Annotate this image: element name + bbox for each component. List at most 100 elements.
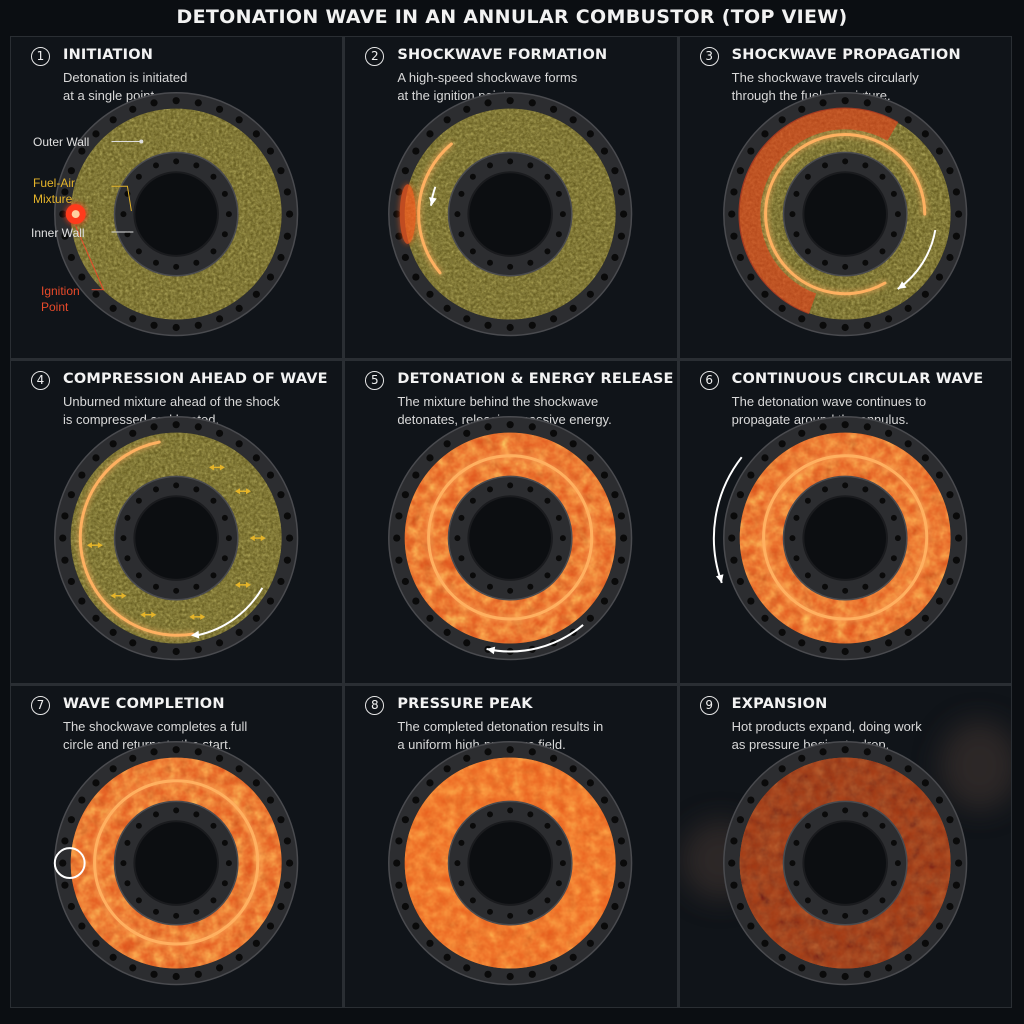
outer-bolt xyxy=(921,615,929,623)
outer-bolt xyxy=(78,922,86,930)
outer-bolt xyxy=(150,99,158,107)
inner-bolt xyxy=(210,572,217,579)
panel-title: SHOCKWAVE PROPAGATION xyxy=(731,47,961,63)
description-line: Hot products expand, doing work xyxy=(731,718,922,734)
compression-arrow-head xyxy=(97,542,103,549)
outer-bolt xyxy=(730,188,738,196)
outer-bolt xyxy=(904,304,912,312)
inner-bolt xyxy=(793,879,800,886)
direction-arrow xyxy=(486,624,585,653)
inner-bolt xyxy=(793,839,800,846)
outer-bolt xyxy=(150,970,158,978)
panel-compression: 4 COMPRESSION AHEAD OF WAVE Unburned mix… xyxy=(11,361,343,683)
compression-arrow-head xyxy=(245,488,251,495)
arrow-head xyxy=(190,631,200,639)
arrow-head xyxy=(715,574,724,584)
outer-bolt xyxy=(150,423,158,431)
outer-bolt xyxy=(61,881,69,889)
outer-bolt xyxy=(819,423,827,431)
description-line: Unburned mixture ahead of the shock xyxy=(63,394,280,410)
outer-bolt xyxy=(252,615,260,623)
description-line: at a single point. xyxy=(63,88,158,103)
outer-bolt xyxy=(286,859,294,867)
step-number-badge: 4 xyxy=(31,371,50,391)
outer-bolt xyxy=(797,963,806,972)
outer-bolt xyxy=(952,512,960,520)
inner-bolt xyxy=(560,211,567,218)
outer-bolt xyxy=(443,116,452,124)
inner-bolt xyxy=(135,498,142,505)
outer-bolt xyxy=(550,105,558,113)
outer-bolt xyxy=(954,210,962,218)
outer-bolt xyxy=(601,796,609,804)
description-line: The shockwave completes a full xyxy=(63,718,248,734)
outer-bolt xyxy=(283,556,291,565)
inner-bolt xyxy=(879,572,886,579)
outer-bolt xyxy=(443,304,452,312)
outer-bolt xyxy=(946,167,954,175)
inner-bolt xyxy=(225,535,232,542)
outer-bolt xyxy=(172,648,180,656)
outer-bolt xyxy=(484,423,492,431)
description-line: The mixture behind the shockwave xyxy=(397,394,599,410)
inner-bolt xyxy=(173,807,180,813)
outer-bolt xyxy=(778,440,786,448)
leader-dot xyxy=(139,139,144,144)
step-number-badge: 2 xyxy=(365,47,385,66)
shockwave-front xyxy=(78,440,195,638)
inner-bolt xyxy=(821,584,828,591)
outer-bolt xyxy=(252,290,260,298)
description-line: Detonation is initiated xyxy=(63,70,188,85)
outer-bolt xyxy=(92,778,100,787)
panel-title: COMPRESSION AHEAD OF WAVE xyxy=(63,371,328,388)
outer-bolt xyxy=(443,629,452,637)
inner-bolt xyxy=(804,822,811,829)
outer-bolt xyxy=(443,440,452,448)
inner-bolt xyxy=(193,811,200,818)
inner-bolt xyxy=(153,584,159,591)
outer-bolt xyxy=(426,130,434,138)
arrow-head xyxy=(897,281,907,290)
inner-bolt xyxy=(210,822,217,829)
inner-bolt xyxy=(507,588,514,595)
outer-bolt xyxy=(601,147,609,155)
panel-wave-completion: 7 WAVE COMPLETION The shockwave complete… xyxy=(11,685,343,1007)
outer-bolt xyxy=(736,815,744,823)
outer-bolt xyxy=(618,881,626,889)
outer-bolt xyxy=(194,747,202,756)
outer-bolt xyxy=(78,147,86,155)
inner-bolt xyxy=(470,572,477,579)
inner-bolt xyxy=(879,173,886,180)
inner-bolt xyxy=(507,807,514,813)
outer-bolt xyxy=(443,764,452,773)
inner-bolt xyxy=(173,263,180,270)
step-number-badge: 5 xyxy=(365,371,385,391)
outer-bolt xyxy=(841,972,849,980)
outer-bolt xyxy=(952,837,960,845)
outer-bolt xyxy=(266,922,275,930)
outer-bolt xyxy=(841,421,849,429)
outer-bolt xyxy=(863,321,871,329)
inner-bolt xyxy=(173,912,180,919)
inner-bolt xyxy=(556,231,563,238)
outer-bolt xyxy=(506,421,515,429)
inner-bolt xyxy=(879,248,886,255)
outer-bolt xyxy=(884,754,892,762)
outer-bolt xyxy=(946,253,954,262)
inner-bolt xyxy=(454,535,461,542)
outer-bolt xyxy=(194,423,202,431)
inner-bolt xyxy=(560,535,567,542)
inner-bolt xyxy=(173,482,180,489)
inner-bolt xyxy=(544,572,551,579)
inner-bolt xyxy=(221,555,228,562)
inner-bolt xyxy=(862,584,868,591)
inner-bolt xyxy=(124,190,131,197)
outer-bolt xyxy=(412,471,420,479)
outer-bolt xyxy=(426,939,434,947)
outer-bolt xyxy=(235,629,243,637)
outer-bolt xyxy=(463,639,471,647)
inner-bolt xyxy=(890,190,897,197)
inner-bolt xyxy=(556,879,563,886)
compression-arrow-head xyxy=(249,535,255,542)
outer-bolt xyxy=(736,253,744,262)
